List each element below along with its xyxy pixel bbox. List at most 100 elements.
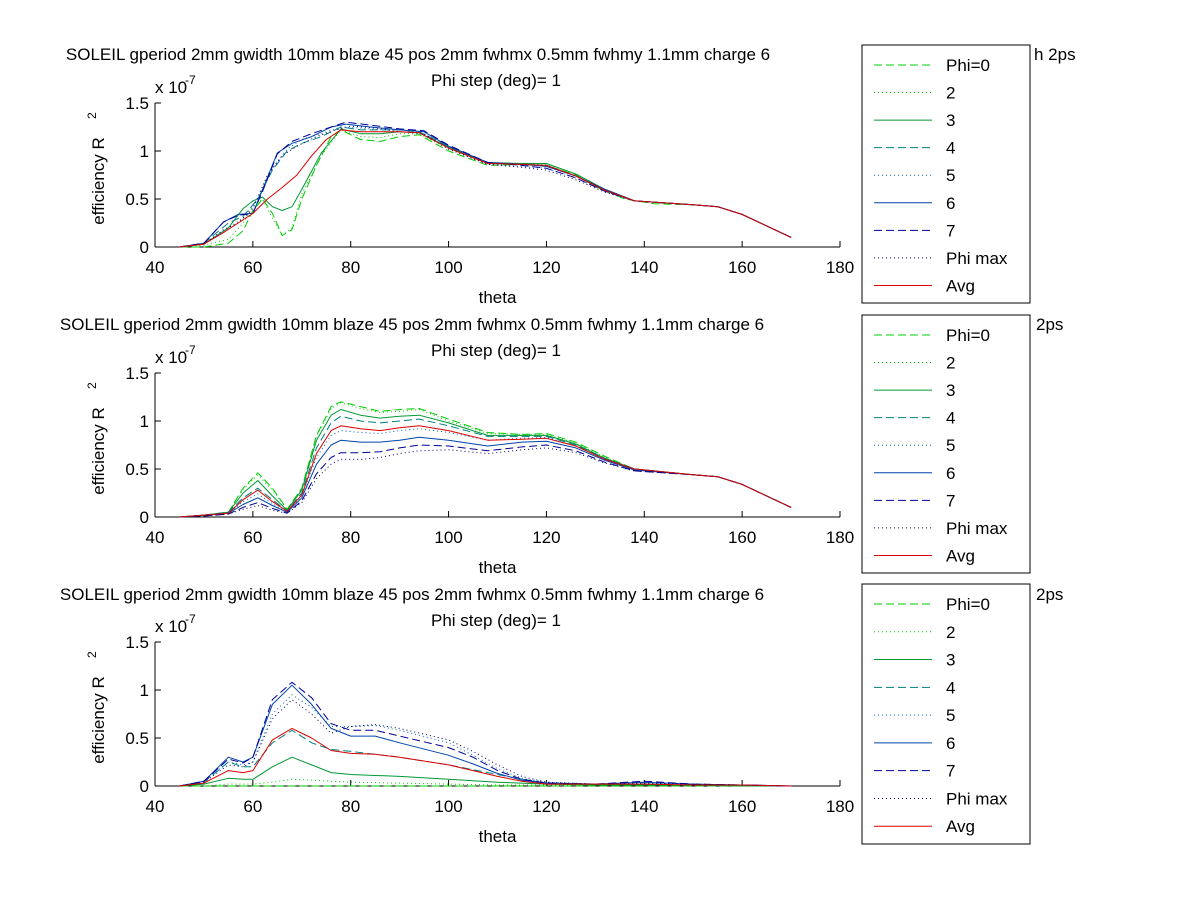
x-tick-label: 180 (826, 258, 854, 277)
y-tick-label: 1.5 (125, 364, 149, 383)
x-tick-label: 160 (728, 797, 756, 816)
x-tick-label: 40 (146, 258, 165, 277)
y-axis-label-sup: 2 (85, 382, 99, 389)
x-tick-label: 100 (434, 528, 462, 547)
chart-title-tail: 2ps (1036, 315, 1063, 334)
legend: Phi=0 2 3 4 5 6 7 Phi max Avg (861, 44, 1031, 304)
legend-label: 5 (946, 166, 955, 185)
x-tick-label: 160 (728, 528, 756, 547)
x-tick-label: 40 (146, 528, 165, 547)
legend-label: Phi=0 (946, 595, 990, 614)
x-tick-label: 100 (434, 797, 462, 816)
y-exponent-label: x 10 (155, 348, 187, 367)
legend-label: 6 (946, 464, 955, 483)
x-tick-label: 160 (728, 258, 756, 277)
legend: Phi=0 2 3 4 5 6 7 Phi max Avg (861, 314, 1031, 574)
series-line-9 (179, 727, 792, 787)
y-axis-label-group: efficiency R 2 (85, 382, 108, 495)
legend-label: 5 (946, 706, 955, 725)
legend-label: 5 (946, 436, 955, 455)
y-tick-label: 1 (140, 681, 149, 700)
legend-label: Phi max (946, 249, 1008, 268)
series-line-9 (179, 129, 792, 248)
x-tick-label: 120 (532, 797, 560, 816)
series-line-4 (179, 126, 792, 248)
series-line-6 (179, 684, 792, 787)
y-tick-label: 1.5 (125, 94, 149, 113)
series-line-1 (179, 129, 792, 248)
y-tick-label: 0.5 (125, 190, 149, 209)
series-line-1 (179, 401, 792, 518)
y-axis-label: efficiency R (89, 676, 108, 764)
x-tick-label: 60 (243, 258, 262, 277)
chart-title-tail: 2ps (1036, 585, 1063, 604)
x-tick-label: 80 (341, 528, 360, 547)
y-axis-label-group: efficiency R 2 (85, 651, 108, 764)
x-tick-label: 40 (146, 797, 165, 816)
legend-label: Phi max (946, 519, 1008, 538)
x-tick-label: 60 (243, 528, 262, 547)
y-axis-label-sup: 2 (85, 112, 99, 119)
legend-label: 2 (946, 354, 955, 373)
legend-box (861, 583, 1031, 845)
legend-label: 2 (946, 623, 955, 642)
x-tick-label: 120 (532, 528, 560, 547)
x-tick-label: 80 (341, 258, 360, 277)
legend-label: 3 (946, 381, 955, 400)
x-tick-label: 120 (532, 258, 560, 277)
legend-label: 6 (946, 194, 955, 213)
chart-title: SOLEIL gperiod 2mm gwidth 10mm blaze 45 … (60, 585, 764, 604)
series-line-8 (179, 125, 792, 248)
y-tick-label: 0 (140, 238, 149, 257)
legend-label: 3 (946, 651, 955, 670)
x-axis-label: theta (479, 558, 517, 577)
x-tick-label: 80 (341, 797, 360, 816)
series-line-9 (179, 425, 792, 518)
y-tick-label: 0 (140, 508, 149, 527)
y-tick-label: 0.5 (125, 729, 149, 748)
legend-box (861, 314, 1031, 574)
series-line-2 (179, 402, 792, 518)
series-line-5 (179, 694, 792, 787)
series-line-5 (179, 126, 792, 248)
legend-label: 2 (946, 84, 955, 103)
x-tick-label: 140 (630, 258, 658, 277)
chart-title-tail: h 2ps (1034, 45, 1076, 64)
x-axis-label: theta (479, 288, 517, 307)
chart-subtitle: Phi step (deg)= 1 (431, 341, 561, 360)
legend-label: 4 (946, 678, 955, 697)
y-tick-label: 1 (140, 142, 149, 161)
chart-title: SOLEIL gperiod 2mm gwidth 10mm blaze 45 … (66, 45, 770, 64)
y-tick-label: 1.5 (125, 633, 149, 652)
legend-box (861, 44, 1031, 304)
y-axis-label: efficiency R (89, 407, 108, 495)
legend-label: 6 (946, 734, 955, 753)
y-exponent-label: x 10 (155, 78, 187, 97)
x-tick-label: 180 (826, 797, 854, 816)
y-exponent-sup: -7 (185, 343, 196, 357)
legend-label: Avg (946, 546, 975, 565)
y-axis-label: efficiency R (89, 137, 108, 225)
legend-label: Avg (946, 817, 975, 836)
y-tick-label: 0 (140, 777, 149, 796)
chart-panel-2: SOLEIL gperiod 2mm gwidth 10mm blaze 45 … (60, 314, 1063, 577)
y-axis-label-group: efficiency R 2 (85, 112, 108, 225)
y-exponent-sup: -7 (185, 73, 196, 87)
legend-label: 4 (946, 409, 955, 428)
chart-title: SOLEIL gperiod 2mm gwidth 10mm blaze 45 … (60, 315, 764, 334)
x-tick-label: 100 (434, 258, 462, 277)
chart-subtitle: Phi step (deg)= 1 (431, 611, 561, 630)
series-line-2 (179, 129, 792, 248)
x-tick-label: 140 (630, 797, 658, 816)
legend-label: 3 (946, 111, 955, 130)
series-line-8 (179, 699, 792, 787)
plot-area (155, 103, 840, 247)
chart-panel-1: SOLEIL gperiod 2mm gwidth 10mm blaze 45 … (66, 44, 1076, 307)
series-line-4 (179, 415, 792, 518)
series-line-8 (179, 447, 792, 518)
legend: Phi=0 2 3 4 5 6 7 Phi max Avg (861, 583, 1031, 845)
legend-label: 4 (946, 139, 955, 158)
legend-label: Phi=0 (946, 326, 990, 345)
legend-label: Phi max (946, 789, 1008, 808)
